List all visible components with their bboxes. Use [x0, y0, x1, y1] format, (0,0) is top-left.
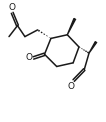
Polygon shape [67, 18, 75, 35]
Text: O: O [8, 3, 15, 12]
Text: O: O [26, 53, 33, 62]
Polygon shape [89, 42, 97, 53]
Text: O: O [68, 82, 75, 91]
